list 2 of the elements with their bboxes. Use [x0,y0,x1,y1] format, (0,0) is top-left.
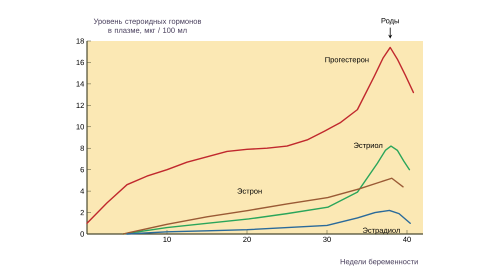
line-series [122,178,404,235]
line-series [126,210,411,235]
